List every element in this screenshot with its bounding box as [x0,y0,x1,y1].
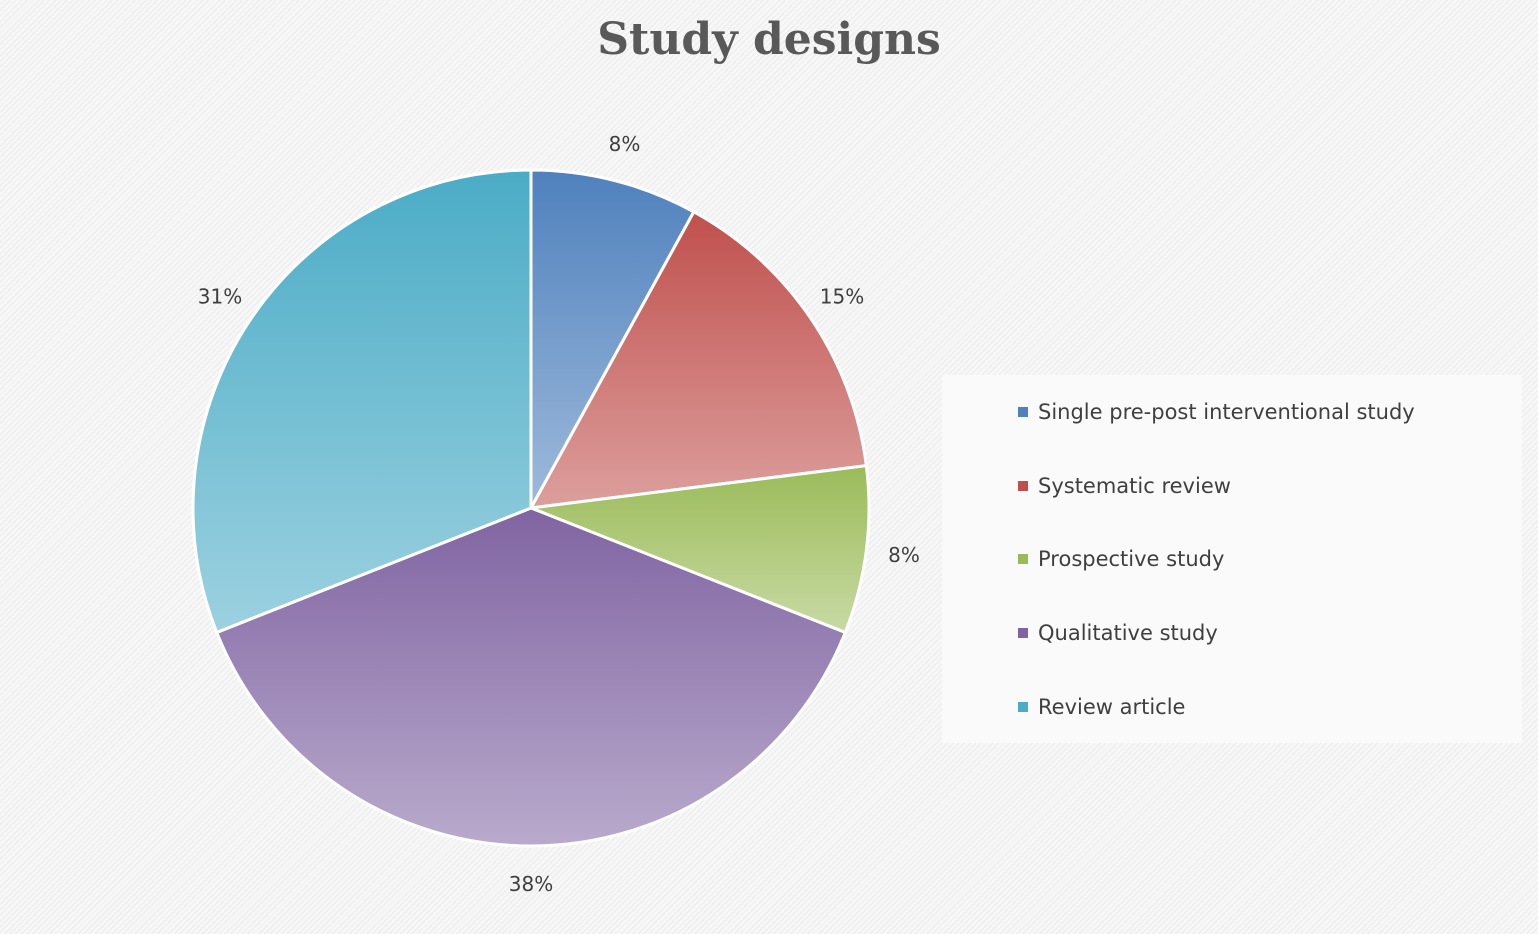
pie-label-review-article: 31% [198,285,242,309]
legend-swatch [1018,554,1028,564]
legend-label: Single pre-post interventional study [1038,400,1415,424]
pie-labels: 8% 15% 8% 38% 31% [198,132,920,896]
legend-swatch [1018,628,1028,638]
legend-swatch [1018,702,1028,712]
legend-label: Qualitative study [1038,621,1218,645]
pie-label-qualitative-study: 38% [509,872,553,896]
legend-item-systematic-review: Systematic review [1018,471,1231,501]
pie-label-prospective-study: 8% [888,543,920,567]
pie-label-single-pre-post: 8% [609,132,641,156]
legend-item-prospective-study: Prospective study [1018,544,1224,574]
legend-item-review-article: Review article [1018,692,1185,722]
chart-title: Study designs [597,14,941,65]
pie-slice-systematic-review [528,209,869,510]
legend-label: Systematic review [1038,474,1231,498]
legend-item-single-pre-post: Single pre-post interventional study [1018,397,1415,427]
legend-label: Review article [1038,695,1186,719]
pie-label-systematic-review: 15% [820,285,864,309]
legend: Single pre-post interventional study Sys… [942,375,1522,743]
legend-label: Prospective study [1038,547,1225,571]
pie-slice-single-pre-post [529,168,696,509]
pie-slice-prospective-study [530,463,871,635]
legend-item-qualitative-study: Qualitative study [1018,618,1218,648]
legend-swatch [1018,407,1028,417]
pie-slices [191,168,871,848]
legend-swatch [1018,481,1028,491]
pie-slice-review-article [191,168,533,635]
pie-slice-qualitative-study [214,506,848,848]
